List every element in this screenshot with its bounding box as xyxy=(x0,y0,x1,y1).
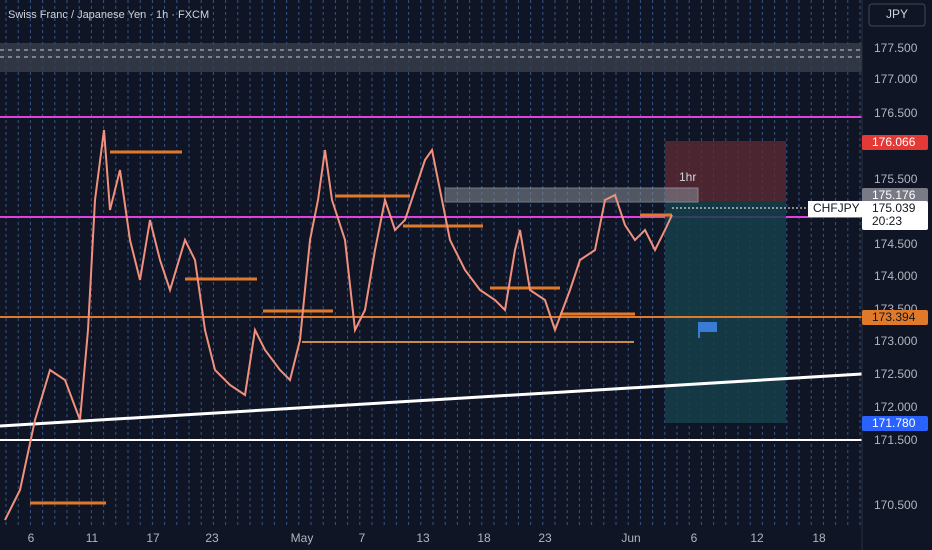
price-badge xyxy=(862,201,928,230)
date-labels: 6 11 17 23 May 7 13 18 23 Jun 6 12 18 xyxy=(28,531,826,545)
price-label: 177.000 xyxy=(874,72,918,86)
stop-badge xyxy=(862,135,928,150)
title: Swiss Franc / Japanese Yen · 1h · FXCM xyxy=(8,9,209,21)
orange-segments xyxy=(30,150,672,505)
price-label: 174.500 xyxy=(874,237,918,251)
symbol-badge xyxy=(808,201,863,217)
level-badge xyxy=(862,310,928,325)
target-zone xyxy=(665,201,786,423)
price-label: 174.000 xyxy=(874,269,918,283)
price-label: 171.500 xyxy=(874,433,918,447)
price-label: 172.000 xyxy=(874,400,918,414)
countdown: 20:23 xyxy=(872,214,902,228)
date-label: 18 xyxy=(812,531,826,545)
date-label: Jun xyxy=(621,531,640,545)
range-band xyxy=(0,43,862,72)
price-label: 176.500 xyxy=(874,106,918,120)
zone-price: 175.176 xyxy=(872,188,916,202)
date-label: 6 xyxy=(691,531,698,545)
zone-badge xyxy=(862,188,928,203)
price-label: 177.500 xyxy=(874,41,918,55)
date-label: 12 xyxy=(750,531,764,545)
grid xyxy=(5,0,861,526)
drawing-label: 1hr xyxy=(679,170,696,184)
trendline xyxy=(0,372,863,428)
date-label: 17 xyxy=(146,531,160,545)
price-label: 170.500 xyxy=(874,498,918,512)
date-label: 18 xyxy=(477,531,491,545)
currency[interactable]: JPY xyxy=(886,7,908,21)
date-label: 23 xyxy=(538,531,552,545)
currency-button[interactable] xyxy=(868,3,926,27)
level-price: 173.394 xyxy=(872,310,916,324)
symbol: CHFJPY xyxy=(813,201,860,215)
target-price: 171.780 xyxy=(872,416,916,430)
stop-price: 176.066 xyxy=(872,135,916,149)
date-label: 13 xyxy=(416,531,430,545)
date-label: 6 xyxy=(28,531,35,545)
price-label: 175.500 xyxy=(874,172,918,186)
flag xyxy=(698,322,717,338)
zone-box xyxy=(444,187,699,203)
price-trace xyxy=(4,129,673,521)
last-price: 175.039 xyxy=(872,201,916,215)
date-label: 11 xyxy=(86,531,99,545)
price-label: 173.000 xyxy=(874,334,918,348)
price-labels: 177.500 177.000 176.500 175.500 174.500 174.0… xyxy=(874,41,918,512)
target-badge xyxy=(862,416,928,431)
date-label: 23 xyxy=(205,531,219,545)
price-label: 172.500 xyxy=(874,367,918,381)
date-label: 7 xyxy=(359,531,366,545)
price-axis xyxy=(862,0,932,550)
date-label: May xyxy=(291,531,314,545)
